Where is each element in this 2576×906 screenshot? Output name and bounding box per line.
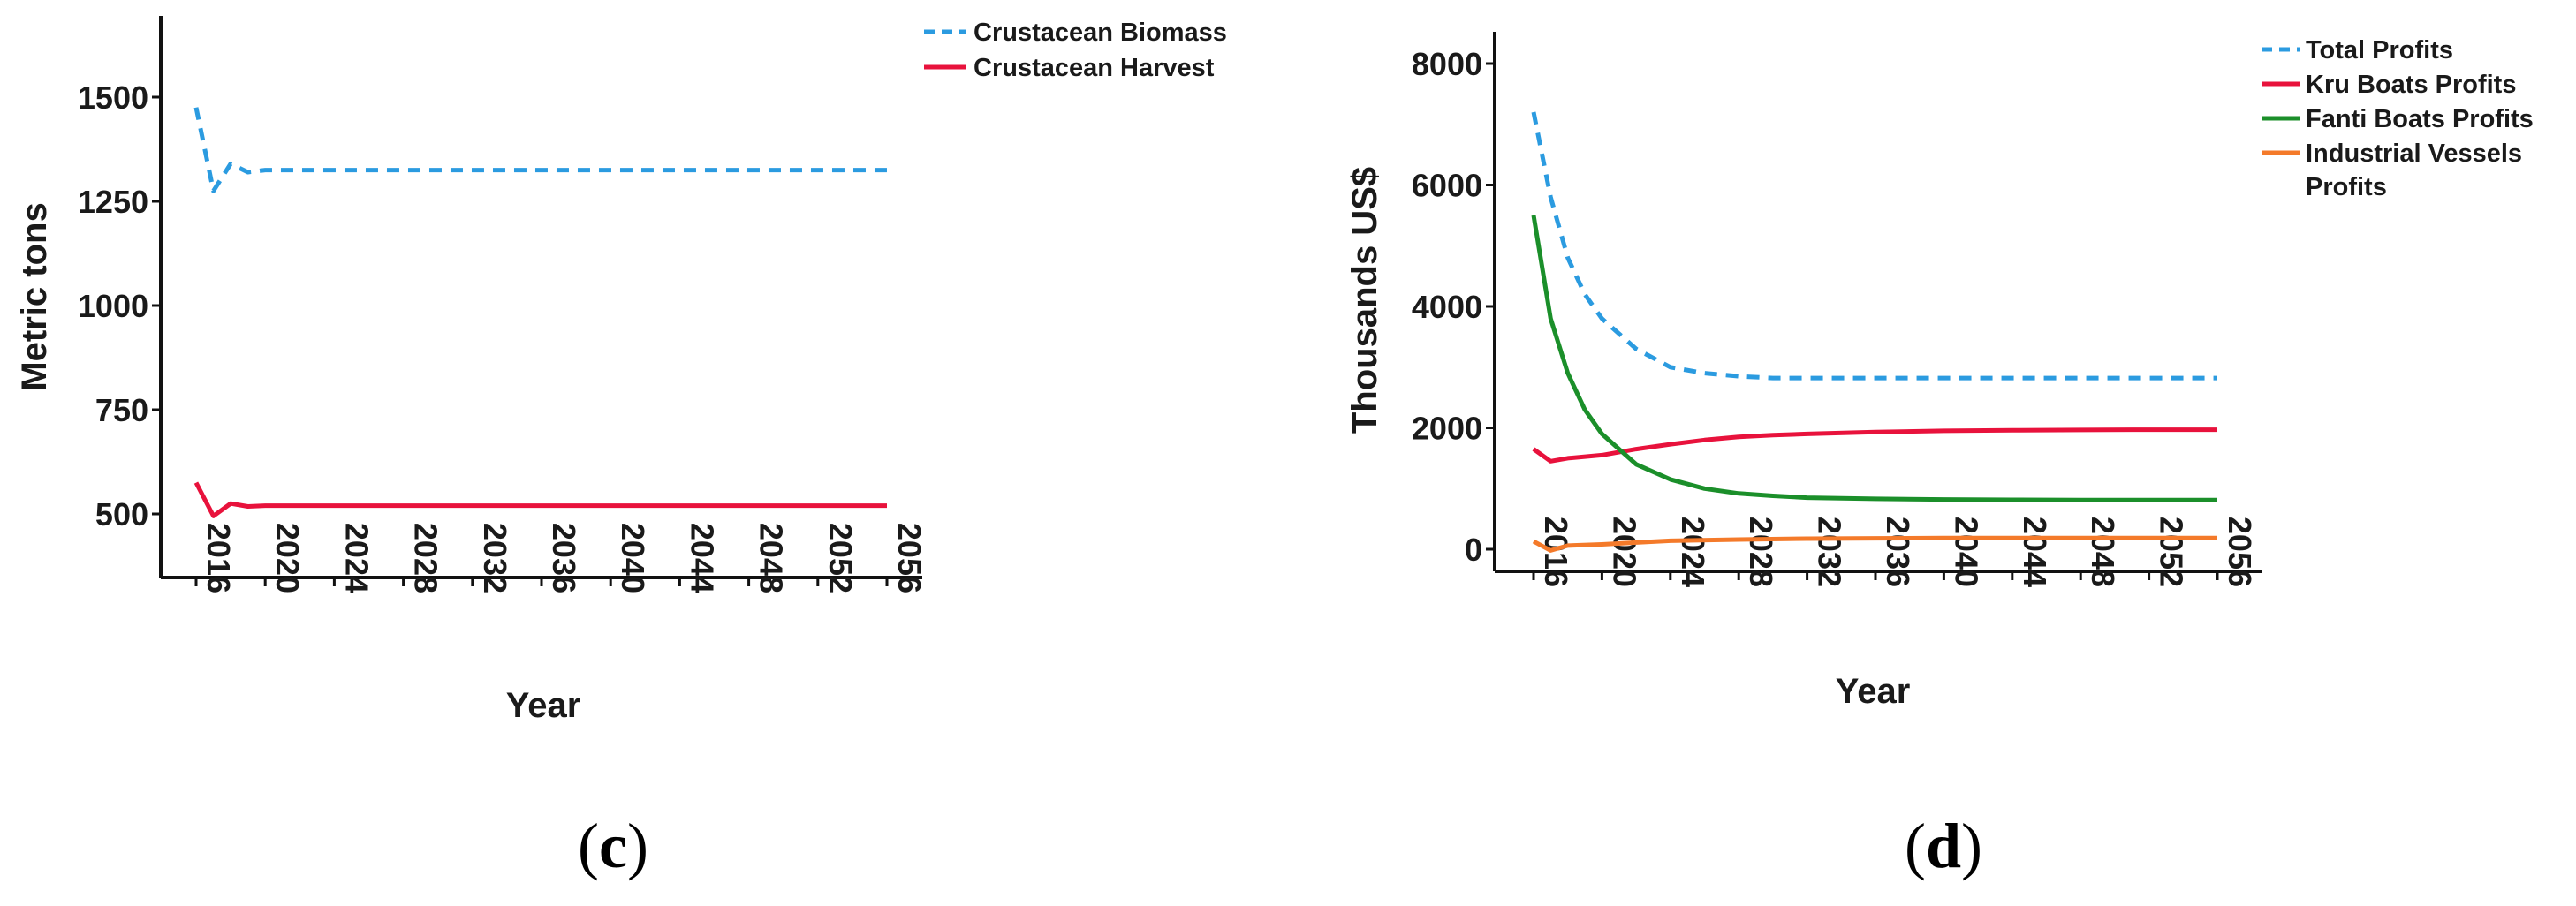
panel-label-open: ( — [578, 811, 599, 881]
x-tick-label: 2052 — [2154, 517, 2190, 587]
x-tick-label: 2052 — [822, 523, 859, 593]
legend-label-industrial: Profits — [2306, 173, 2387, 201]
series-line-biomass — [193, 107, 887, 193]
chart-panel-c: 500 750 1000 1250 1500 2016 2020 2024 2028 2032 20… — [15, 16, 1227, 881]
y-tick-label: 1000 — [78, 288, 148, 324]
x-tick-label: 2016 — [1538, 517, 1574, 587]
x-tick-label: 2028 — [408, 523, 444, 593]
x-tick-label: 2020 — [1606, 517, 1642, 587]
y-axis-title: Thousands US$ — [1345, 167, 1384, 434]
x-axis-title: Year — [1836, 672, 1911, 711]
panel-label-letter: d — [1926, 811, 1961, 881]
panel-label-open: ( — [1905, 811, 1926, 881]
x-tick-label: 2048 — [2085, 517, 2121, 587]
y-tick-label: 750 — [95, 392, 148, 428]
y-tick-label: 1250 — [78, 184, 148, 220]
x-tick-label: 2044 — [684, 523, 720, 593]
x-tick-label: 2020 — [269, 523, 306, 593]
x-tick-label: 2044 — [2017, 517, 2053, 587]
x-tick-label: 2040 — [1948, 517, 1984, 587]
x-tick-label: 2040 — [615, 523, 651, 593]
series-line-industrial — [1532, 535, 2217, 553]
x-tick-label: 2024 — [338, 523, 375, 593]
y-tick-label: 0 — [1465, 532, 1482, 568]
x-tick-label: 2016 — [201, 523, 237, 593]
x-axis-title: Year — [506, 686, 581, 725]
x-tick-label: 2056 — [891, 523, 928, 593]
x-tick-label: 2024 — [1675, 517, 1711, 587]
y-tick-label: 2000 — [1412, 411, 1482, 447]
x-tick-label: 2032 — [477, 523, 513, 593]
panel-label-letter: c — [599, 811, 627, 881]
legend-label-fanti: Fanti Boats Profits — [2306, 105, 2534, 133]
series-line-fanti — [1531, 215, 2217, 502]
x-tick-label: 2048 — [754, 523, 790, 593]
x-tick-label: 2056 — [2222, 517, 2258, 587]
x-tick-label: 2032 — [1812, 517, 1848, 587]
y-tick-label: 6000 — [1412, 168, 1482, 204]
legend-label-harvest: Crustacean Harvest — [974, 54, 1215, 82]
legend-label-biomass: Crustacean Biomass — [974, 19, 1227, 47]
y-axis-title: Metric tons — [15, 202, 54, 390]
legend-label-total: Total Profits — [2306, 36, 2453, 64]
panel-label-close: ) — [627, 811, 648, 881]
y-tick-label: 8000 — [1412, 46, 1482, 82]
series-line-harvest — [193, 481, 887, 518]
x-tick-label: 2036 — [546, 523, 582, 593]
chart-panel-d: 0 2000 4000 6000 8000 2016 2020 2024 2028 2032 203… — [1345, 32, 2534, 881]
y-tick-label: 1500 — [78, 79, 148, 116]
panel-label-close: ) — [1961, 811, 1982, 881]
series-line-total — [1531, 111, 2217, 381]
series-line-kru — [1532, 427, 2217, 464]
x-tick-label: 2028 — [1743, 517, 1779, 587]
legend-label-kru: Kru Boats Profits — [2306, 71, 2516, 99]
legend-label-industrial: Industrial Vessels — [2306, 140, 2522, 168]
y-tick-label: 4000 — [1412, 289, 1482, 325]
y-tick-label: 500 — [95, 496, 148, 532]
panel-label: (c) — [578, 811, 648, 881]
panel-label: (d) — [1905, 811, 1982, 881]
x-tick-label: 2036 — [1880, 517, 1916, 587]
